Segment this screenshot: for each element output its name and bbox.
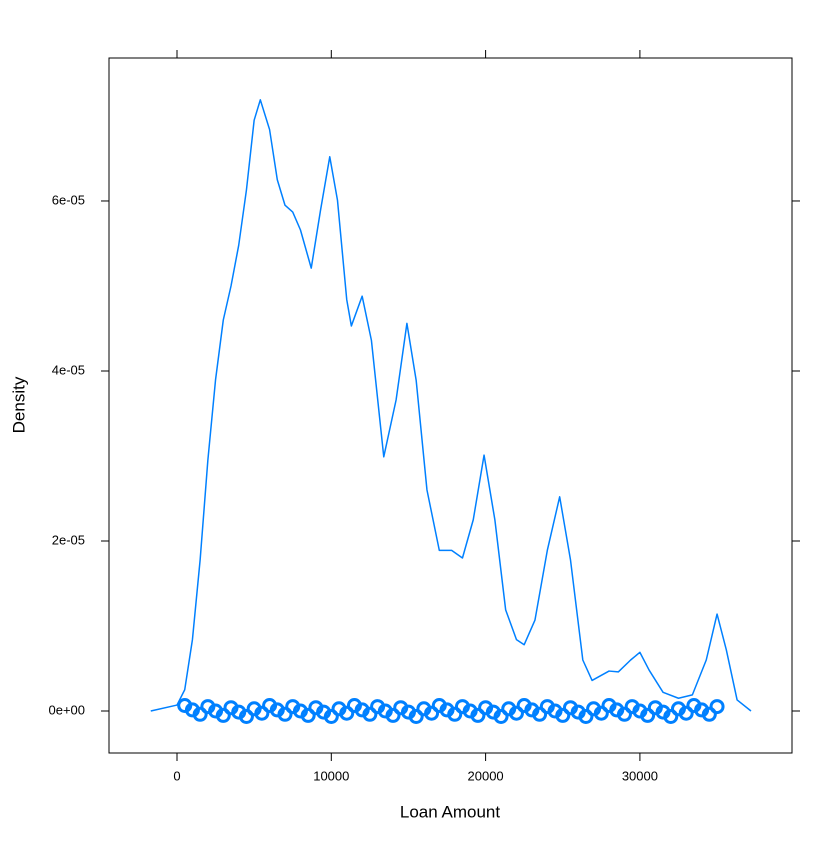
- rug-point: [701, 706, 717, 722]
- rug-point: [508, 705, 524, 721]
- rug-point: [277, 706, 293, 722]
- rug-point: [254, 705, 270, 721]
- x-tick-label: 10000: [313, 768, 349, 783]
- y-tick-label: 6e-05: [52, 192, 85, 207]
- rug-point: [192, 706, 208, 722]
- rug-point: [593, 705, 609, 721]
- rug-point: [362, 706, 378, 722]
- rug-point: [424, 705, 440, 721]
- rug-point: [238, 709, 254, 725]
- rug-point: [578, 709, 594, 725]
- x-axis-title: Loan Amount: [400, 802, 500, 821]
- x-tick-label: 0: [173, 768, 180, 783]
- rug-point: [493, 709, 509, 725]
- rug-point: [640, 707, 656, 723]
- rug-point: [339, 705, 355, 721]
- y-tick-label: 0e+00: [48, 702, 85, 717]
- y-axis-title: Density: [9, 376, 28, 433]
- rug-point: [555, 707, 571, 723]
- rug-point: [616, 706, 632, 722]
- plot-frame: [108, 57, 793, 754]
- rug-point: [300, 707, 316, 723]
- rug-point: [532, 706, 548, 722]
- rug-point: [470, 707, 486, 723]
- rug-point: [408, 709, 424, 725]
- rug-point: [215, 707, 231, 723]
- x-tick-label: 30000: [622, 768, 658, 783]
- density-curve: [150, 99, 752, 712]
- rug-point: [663, 709, 679, 725]
- rug-point: [447, 706, 463, 722]
- rug-point: [385, 707, 401, 723]
- rug-point: [678, 705, 694, 721]
- y-tick-label: 4e-05: [52, 362, 85, 377]
- x-tick-label: 20000: [468, 768, 504, 783]
- rug-point: [709, 699, 725, 715]
- y-tick-label: 2e-05: [52, 532, 85, 547]
- rug-point: [323, 709, 339, 725]
